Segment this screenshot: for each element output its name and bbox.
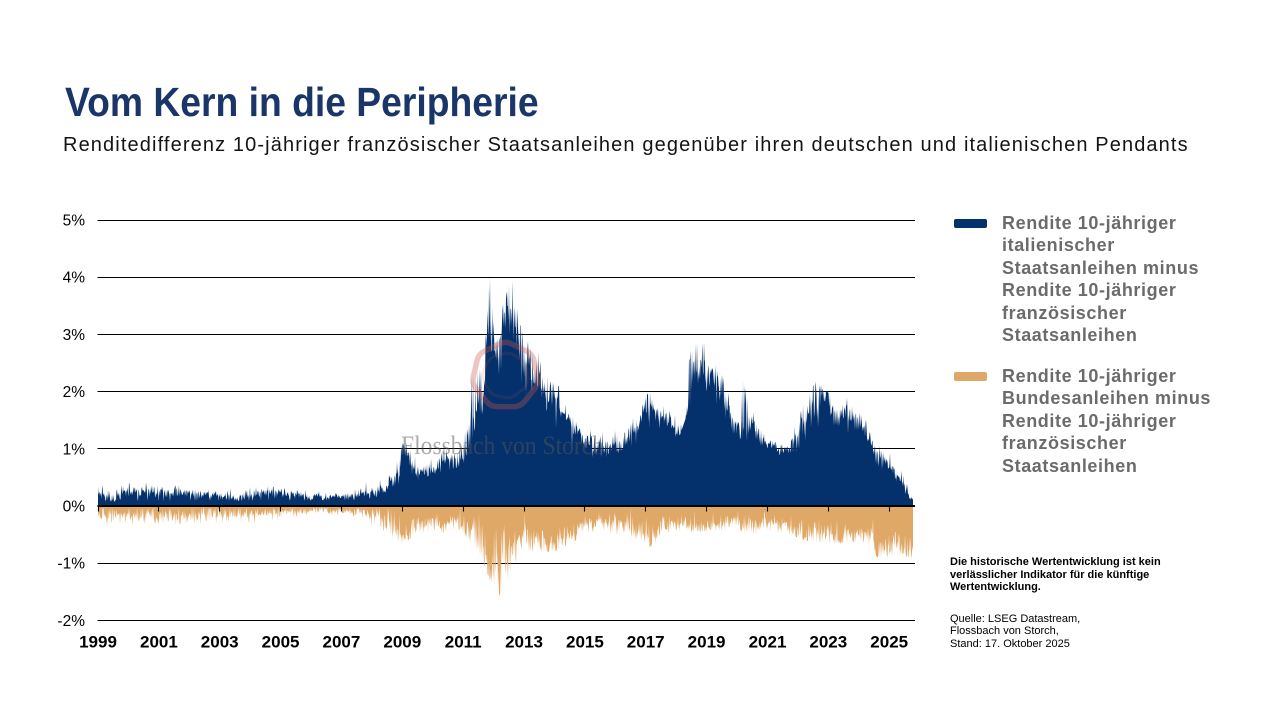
svg-text:2001: 2001	[140, 633, 178, 652]
svg-text:2017: 2017	[627, 633, 665, 652]
svg-text:2009: 2009	[383, 633, 421, 652]
svg-text:-1%: -1%	[57, 556, 85, 573]
svg-text:1999: 1999	[79, 633, 117, 652]
svg-text:-2%: -2%	[57, 613, 85, 630]
svg-text:2007: 2007	[322, 633, 360, 652]
svg-text:4%: 4%	[63, 270, 86, 287]
svg-text:2023: 2023	[809, 633, 847, 652]
svg-text:Flossbach von Storch: Flossbach von Storch	[401, 432, 604, 461]
svg-text:2013: 2013	[505, 633, 543, 652]
svg-text:2011: 2011	[445, 633, 482, 652]
svg-text:2005: 2005	[262, 633, 300, 652]
svg-text:2019: 2019	[688, 633, 726, 652]
svg-text:2%: 2%	[63, 384, 86, 401]
svg-text:2025: 2025	[870, 633, 908, 652]
svg-text:1%: 1%	[63, 441, 86, 458]
svg-text:2003: 2003	[201, 633, 239, 652]
svg-text:5%: 5%	[63, 213, 86, 230]
svg-text:0%: 0%	[63, 499, 86, 516]
svg-text:2015: 2015	[566, 633, 604, 652]
svg-text:3%: 3%	[63, 327, 86, 344]
svg-text:2021: 2021	[749, 633, 787, 652]
